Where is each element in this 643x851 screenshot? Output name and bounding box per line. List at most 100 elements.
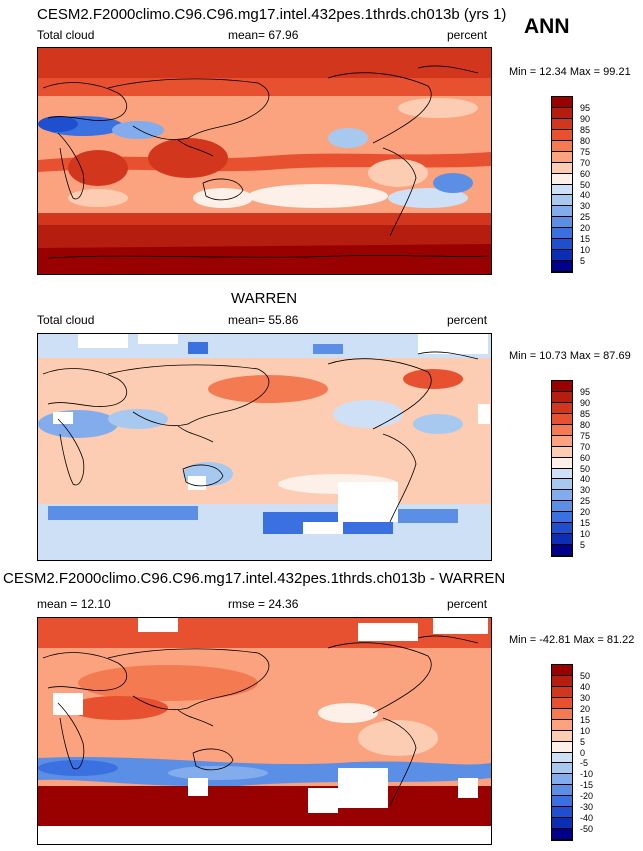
colorbar-tick-label: 25: [580, 496, 591, 507]
colorbar-swatch: [552, 381, 572, 392]
colorbar-swatch: [552, 140, 572, 152]
colorbar-swatch: [552, 435, 572, 447]
colorbar-swatch: [552, 118, 572, 130]
colorbar-swatch: [552, 129, 572, 141]
colorbar-swatch: [552, 206, 572, 218]
colorbar-tick-label: 70: [580, 157, 591, 168]
panel1-map: [37, 47, 492, 275]
colorbar-tick-label: 75: [580, 146, 591, 157]
colorbar-tick-label: 30: [580, 201, 591, 212]
colorbar-tick-label: 95: [580, 102, 591, 113]
colorbar-tick-label: 80: [580, 135, 591, 146]
colorbar-swatch: [552, 457, 572, 469]
colorbar-tick-label: 5: [580, 736, 586, 747]
panel2-left-label: Total cloud: [37, 313, 95, 327]
panel2-colorbar: 95 90 85 80 75 70 60 50 40 30 25 20 15 10 5: [551, 380, 590, 557]
colorbar-tick-label: 10: [580, 725, 591, 736]
colorbar-swatch: [552, 501, 572, 513]
colorbar-tick-label: 90: [580, 397, 591, 408]
colorbar-swatch: [552, 741, 572, 753]
season-label: ANN: [524, 15, 570, 38]
colorbar-swatch: [552, 534, 572, 546]
colorbar-swatch: [552, 162, 572, 174]
colorbar-swatch: [552, 217, 572, 229]
colorbar-tick-label: 85: [580, 124, 591, 135]
panel3-rmse-label: rmse = 24.36: [228, 597, 299, 611]
colorbar-swatch: [552, 686, 572, 698]
colorbar-swatch: [552, 107, 572, 119]
colorbar-tick-label: 50: [580, 179, 591, 190]
colorbar-swatch: [552, 490, 572, 502]
colorbar-swatch: [552, 184, 572, 196]
panel3-units-label: percent: [447, 597, 488, 611]
colorbar-swatch: [552, 730, 572, 742]
colorbar-swatch: [552, 785, 572, 797]
colorbar-swatch: [552, 261, 572, 272]
colorbar-tick-label: -10: [580, 769, 594, 780]
colorbar-swatch: [552, 97, 572, 108]
colorbar-swatch: [552, 545, 572, 556]
colorbar-tick-label: 85: [580, 408, 591, 419]
colorbar-tick-label: 30: [580, 692, 591, 703]
colorbar-tick-label: 20: [580, 507, 591, 518]
colorbar-tick-label: 50: [580, 670, 591, 681]
panel2-units-label: percent: [447, 313, 488, 327]
panel1-left-label: Total cloud: [37, 28, 95, 42]
panel1-minmax: Min = 12.34 Max = 99.21: [509, 66, 631, 78]
colorbar-tick-label: 50: [580, 463, 591, 474]
colorbar-swatch: [552, 774, 572, 786]
colorbar-tick-label: 60: [580, 168, 591, 179]
colorbar-swatch: [552, 239, 572, 251]
colorbar-tick-label: 15: [580, 234, 591, 245]
colorbar-swatch: [552, 468, 572, 480]
panel3-colorbar: 50 40 30 20 15 10 5 0 -5 -10 -15 -20 -30 -40 -50: [551, 664, 593, 841]
panel2-mean-label: mean= 55.86: [228, 313, 299, 327]
colorbar-swatch: [552, 763, 572, 775]
colorbar-tick-label: 75: [580, 430, 591, 441]
panel2-map: [37, 333, 492, 561]
colorbar-tick-label: -20: [580, 791, 594, 802]
colorbar-swatch: [552, 250, 572, 262]
colorbar-swatch: [552, 479, 572, 491]
colorbar-swatch: [552, 151, 572, 163]
panel3-mean-label: mean = 12.10: [37, 597, 111, 611]
colorbar-swatch: [552, 665, 572, 676]
panel1-colorbar: 95 90 85 80 75 70 60 50 40 30 25 20 15 10 5: [551, 96, 590, 273]
colorbar-swatch: [552, 173, 572, 185]
colorbar-tick-label: 40: [580, 681, 591, 692]
colorbar-tick-label: 95: [580, 386, 591, 397]
colorbar-swatch: [552, 391, 572, 403]
colorbar-tick-label: 80: [580, 419, 591, 430]
colorbar-swatch: [552, 228, 572, 240]
colorbar-swatch: [552, 807, 572, 819]
colorbar-swatch: [552, 195, 572, 207]
colorbar-tick-label: 60: [580, 452, 591, 463]
colorbar-swatch: [552, 402, 572, 414]
colorbar-tick-label: 30: [580, 485, 591, 496]
colorbar-swatch: [552, 752, 572, 764]
colorbar-swatch: [552, 523, 572, 535]
colorbar-swatch: [552, 796, 572, 808]
panel1-title: CESM2.F2000climo.C96.C96.mg17.intel.432p…: [37, 6, 507, 23]
colorbar-swatch: [552, 697, 572, 709]
colorbar-tick-label: 10: [580, 529, 591, 540]
colorbar-swatch: [552, 708, 572, 720]
panel3-map: [37, 617, 492, 845]
colorbar-swatch: [552, 446, 572, 458]
colorbar-swatch: [552, 512, 572, 524]
colorbar-swatch: [552, 675, 572, 687]
colorbar-swatch: [552, 424, 572, 436]
colorbar-tick-label: -15: [580, 780, 594, 791]
colorbar-tick-label: -5: [580, 758, 589, 769]
colorbar-swatch: [552, 719, 572, 731]
colorbar-tick-label: 70: [580, 441, 591, 452]
panel3-title: CESM2.F2000climo.C96.C96.mg17.intel.432p…: [3, 570, 506, 587]
colorbar-tick-label: 20: [580, 223, 591, 234]
colorbar-swatch: [552, 818, 572, 830]
colorbar-tick-label: -40: [580, 813, 594, 824]
colorbar-tick-label: 40: [580, 474, 591, 485]
colorbar-tick-label: 5: [580, 540, 586, 551]
colorbar-tick-label: 10: [580, 245, 591, 256]
colorbar-tick-label: 90: [580, 113, 591, 124]
colorbar-swatch: [552, 413, 572, 425]
